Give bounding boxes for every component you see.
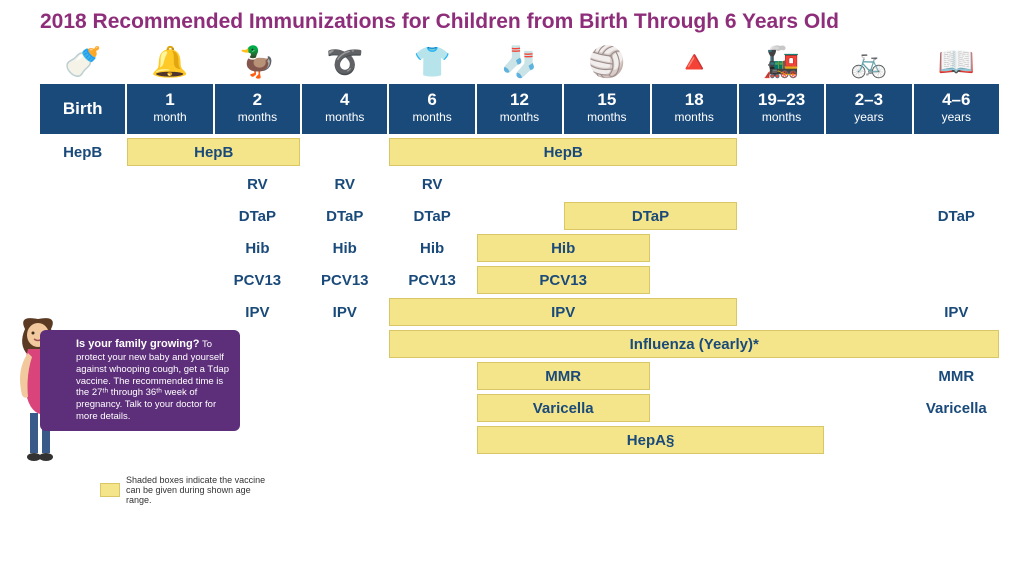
vaccine-bar: MMR bbox=[477, 362, 650, 390]
age-sub: years bbox=[828, 110, 909, 124]
age-main: 19–23 bbox=[741, 91, 822, 108]
callout-body: To protect your new baby and yourself ag… bbox=[76, 339, 229, 422]
age-label: Birth bbox=[40, 84, 125, 134]
stacker-icon: 🔺 bbox=[676, 40, 713, 84]
vaccine-dose: DTaP bbox=[389, 202, 474, 230]
vaccine-dose: DTaP bbox=[302, 202, 387, 230]
vaccine-bar: IPV bbox=[389, 298, 736, 326]
age-main: 1 bbox=[129, 91, 210, 108]
vaccine-bar: Hib bbox=[477, 234, 650, 262]
rings-icon: ➰ bbox=[326, 40, 363, 84]
page-title: 2018 Recommended Immunizations for Child… bbox=[0, 0, 1024, 40]
age-main: Birth bbox=[42, 100, 123, 117]
age-main: 4 bbox=[304, 91, 385, 108]
legend-text: Shaded boxes indicate the vaccine can be… bbox=[126, 475, 276, 505]
vaccine-dose: Hib bbox=[389, 234, 474, 262]
vaccine-dose: DTaP bbox=[914, 202, 999, 230]
age-main: 15 bbox=[566, 91, 647, 108]
age-header-row: 🍼Birth🔔1month🦆2months➰4months👕6months🧦12… bbox=[40, 40, 999, 134]
legend-swatch bbox=[100, 483, 120, 497]
age-label: 15 months bbox=[564, 84, 649, 134]
vaccine-dose: HepB bbox=[40, 138, 125, 166]
vaccine-bar: HepB bbox=[127, 138, 300, 166]
vaccine-dose: RV bbox=[389, 170, 474, 198]
age-sub: months bbox=[479, 110, 560, 124]
age-label: 6 months bbox=[389, 84, 474, 134]
age-label: 1 month bbox=[127, 84, 212, 134]
age-sub: months bbox=[304, 110, 385, 124]
socks-icon: 🧦 bbox=[501, 40, 538, 84]
vaccine-chart: HepBHepBHepBRVRVRVDTaPDTaPDTaPDTaPDTaPHi… bbox=[40, 138, 999, 498]
age-label: 2 months bbox=[215, 84, 300, 134]
age-sub: months bbox=[654, 110, 735, 124]
age-main: 18 bbox=[654, 91, 735, 108]
callout-heading: Is your family growing? bbox=[76, 338, 199, 350]
vaccine-dose: Hib bbox=[302, 234, 387, 262]
age-main: 6 bbox=[391, 91, 472, 108]
age-column: 🧦 12 months bbox=[477, 40, 562, 134]
age-sub: month bbox=[129, 110, 210, 124]
vaccine-dose: DTaP bbox=[215, 202, 300, 230]
book-icon: 📖 bbox=[938, 40, 975, 84]
train-icon: 🚂 bbox=[763, 40, 800, 84]
age-column: 🚲 2–3 years bbox=[826, 40, 911, 134]
stroller-icon: 🍼 bbox=[64, 40, 101, 84]
vaccine-dose: RV bbox=[215, 170, 300, 198]
age-label: 19–23 months bbox=[739, 84, 824, 134]
vaccine-bar: HepB bbox=[389, 138, 736, 166]
age-sub: months bbox=[217, 110, 298, 124]
vaccine-bar: Influenza (Yearly)* bbox=[389, 330, 999, 358]
age-label: 18 months bbox=[652, 84, 737, 134]
age-column: 🍼 Birth bbox=[40, 40, 125, 134]
vaccine-dose: IPV bbox=[302, 298, 387, 326]
duck-icon: 🦆 bbox=[239, 40, 276, 84]
legend: Shaded boxes indicate the vaccine can be… bbox=[100, 475, 276, 505]
bib-icon: 👕 bbox=[413, 40, 450, 84]
vaccine-bar: Varicella bbox=[477, 394, 650, 422]
age-main: 2 bbox=[217, 91, 298, 108]
vaccine-dose: PCV13 bbox=[302, 266, 387, 294]
age-sub: months bbox=[566, 110, 647, 124]
age-column: 📖 4–6 years bbox=[914, 40, 999, 134]
vaccine-dose: IPV bbox=[215, 298, 300, 326]
age-main: 12 bbox=[479, 91, 560, 108]
vaccine-dose: Varicella bbox=[914, 394, 999, 422]
vaccine-dose: IPV bbox=[914, 298, 999, 326]
vaccine-dose: Hib bbox=[215, 234, 300, 262]
vaccine-dose: PCV13 bbox=[215, 266, 300, 294]
trike-icon: 🚲 bbox=[850, 40, 887, 84]
age-column: 🚂 19–23 months bbox=[739, 40, 824, 134]
age-column: ➰ 4 months bbox=[302, 40, 387, 134]
rattle-icon: 🔔 bbox=[151, 40, 188, 84]
age-label: 2–3 years bbox=[826, 84, 911, 134]
vaccine-bar: DTaP bbox=[564, 202, 737, 230]
age-column: 🔺 18 months bbox=[652, 40, 737, 134]
age-sub: years bbox=[916, 110, 997, 124]
age-column: 👕 6 months bbox=[389, 40, 474, 134]
age-sub: months bbox=[391, 110, 472, 124]
vaccine-dose: MMR bbox=[914, 362, 999, 390]
vaccine-bar: PCV13 bbox=[477, 266, 650, 294]
age-label: 4–6 years bbox=[914, 84, 999, 134]
age-main: 2–3 bbox=[828, 91, 909, 108]
age-column: 🦆 2 months bbox=[215, 40, 300, 134]
tdap-callout: Is your family growing? To protect your … bbox=[40, 330, 240, 431]
age-label: 4 months bbox=[302, 84, 387, 134]
vaccine-dose: PCV13 bbox=[389, 266, 474, 294]
age-sub: months bbox=[741, 110, 822, 124]
age-column: 🏐 15 months bbox=[564, 40, 649, 134]
age-label: 12 months bbox=[477, 84, 562, 134]
ball-icon: 🏐 bbox=[588, 40, 625, 84]
age-main: 4–6 bbox=[916, 91, 997, 108]
age-column: 🔔 1 month bbox=[127, 40, 212, 134]
vaccine-bar: HepA§ bbox=[477, 426, 824, 454]
vaccine-dose: RV bbox=[302, 170, 387, 198]
